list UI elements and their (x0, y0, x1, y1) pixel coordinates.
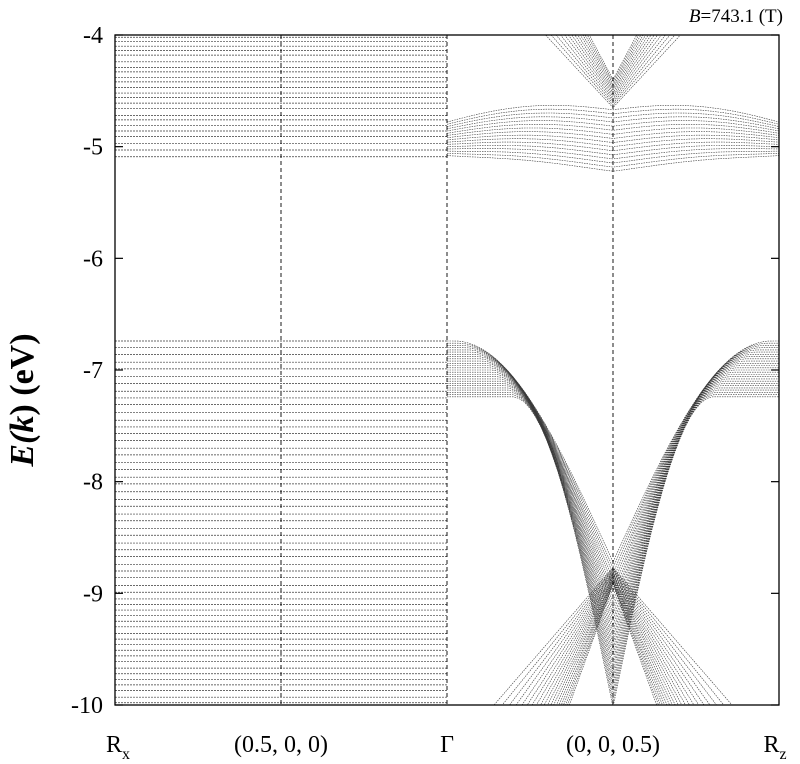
upper-cone-band (580, 35, 646, 89)
upper-band (446, 145, 779, 156)
y-tick-label: -7 (83, 358, 103, 384)
dispersive-band (447, 392, 779, 696)
upper-band (446, 104, 779, 123)
y-axis-title: E(k) (eV) (4, 333, 41, 467)
upper-band (446, 134, 779, 143)
x-tick-label: Γ (440, 732, 454, 758)
x-tick-main: (0, 0, 0.5) (566, 732, 660, 758)
field-value: =743.1 (T) (701, 6, 783, 27)
dispersive-band (447, 371, 779, 645)
upper-band (446, 138, 779, 148)
x-tick-main: Γ (440, 732, 454, 758)
x-axis-ticks: Rx (0.5, 0, 0) Γ (0, 0, 0.5) Rz (106, 732, 787, 763)
x-tick-main: (0.5, 0, 0) (234, 732, 328, 758)
dispersive-band (447, 367, 779, 633)
wavevector-symbol: k (4, 416, 41, 433)
x-tick-subscript: z (779, 746, 786, 763)
y-tick-label: -4 (83, 23, 103, 49)
x-tick-label: Rx (106, 732, 130, 763)
dispersive-band (447, 369, 779, 639)
upper-band (446, 141, 779, 152)
magnetic-field-annotation: B=743.1 (T) (689, 6, 783, 27)
y-tick-label: -6 (83, 246, 103, 272)
x-tick-label: (0, 0, 0.5) (566, 732, 660, 758)
upper-band (446, 112, 779, 127)
field-symbol: B (689, 6, 701, 27)
y-axis-ticks: -4 -5 -6 -7 -8 -9 -10 (71, 23, 779, 719)
lower-cone-band (561, 580, 665, 705)
dispersive-band (447, 387, 779, 685)
upper-band (447, 148, 779, 160)
lower-cone-band (553, 577, 673, 705)
dispersive-band (447, 363, 779, 622)
x-tick-main: R (106, 732, 122, 758)
dispersive-band (447, 374, 779, 651)
upper-band (446, 127, 779, 136)
paren-close: ) (4, 404, 41, 415)
upper-band (446, 131, 779, 139)
upper-band (446, 120, 779, 132)
upper-cone-band (567, 35, 659, 98)
energy-symbol: E( (4, 430, 41, 468)
x-tick-subscript: x (122, 746, 130, 763)
dispersive-band (447, 376, 779, 657)
dispersive-band (447, 394, 779, 702)
y-tick-label: -8 (83, 470, 103, 496)
lower-cone-band (556, 578, 670, 705)
upper-band (446, 153, 779, 168)
lower-cone-band (531, 572, 695, 705)
lower-cone-band (536, 573, 690, 705)
dispersive-band (447, 365, 779, 627)
y-tick-label: -5 (83, 135, 103, 161)
dispersive-band (447, 378, 779, 661)
x-tick-main: R (763, 732, 779, 758)
upper-band (446, 150, 779, 164)
dispersive-band (447, 360, 779, 616)
y-tick-label: -10 (71, 693, 103, 719)
y-tick-label: -9 (83, 581, 103, 607)
upper-band (446, 116, 779, 130)
dispersive-band (447, 396, 779, 705)
upper-band (446, 124, 779, 134)
band-lines (115, 35, 779, 705)
energy-unit: (eV) (4, 333, 41, 404)
x-tick-label: (0.5, 0, 0) (234, 732, 328, 758)
lower-cone-band (558, 579, 668, 705)
upper-band (446, 155, 779, 172)
dispersive-band (447, 385, 779, 679)
x-tick-label: Rz (763, 732, 786, 763)
